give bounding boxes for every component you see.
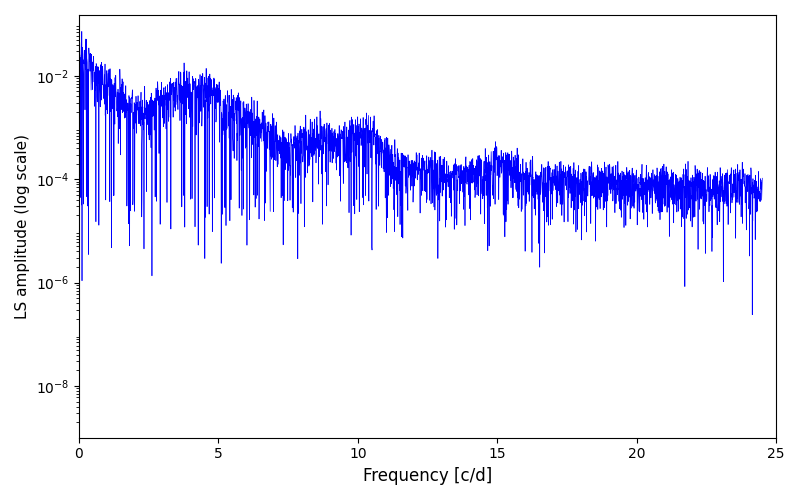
X-axis label: Frequency [c/d]: Frequency [c/d] (363, 467, 492, 485)
Y-axis label: LS amplitude (log scale): LS amplitude (log scale) (15, 134, 30, 319)
